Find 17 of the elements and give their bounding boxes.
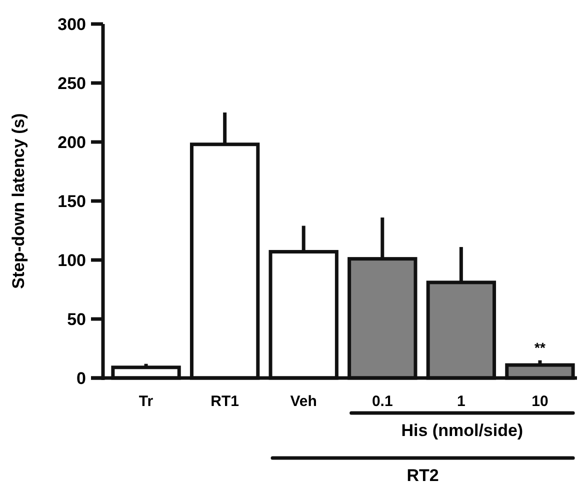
y-tick-label: 0: [76, 368, 86, 388]
y-axis-title: Step-down latency (s): [9, 113, 28, 289]
x-tick-label: RT1: [210, 393, 239, 410]
y-tick-label: 250: [58, 74, 86, 93]
x-tick-label: Tr: [138, 393, 154, 410]
annotation: **: [534, 339, 546, 356]
x-tick-label: Veh: [290, 393, 317, 410]
x-tick-label: 10: [532, 393, 548, 410]
y-tick-label: 100: [58, 250, 86, 270]
text: RT2: [406, 466, 439, 485]
x-tick-label: 1: [457, 393, 466, 410]
x-tick-label: 0.1: [372, 393, 393, 410]
y-tick-label: 200: [58, 132, 86, 152]
y-tick-label: 300: [58, 14, 86, 34]
text: His (nmol/side): [401, 421, 524, 440]
y-tick-label: 150: [58, 192, 86, 211]
y-tick-label: 50: [67, 310, 86, 329]
